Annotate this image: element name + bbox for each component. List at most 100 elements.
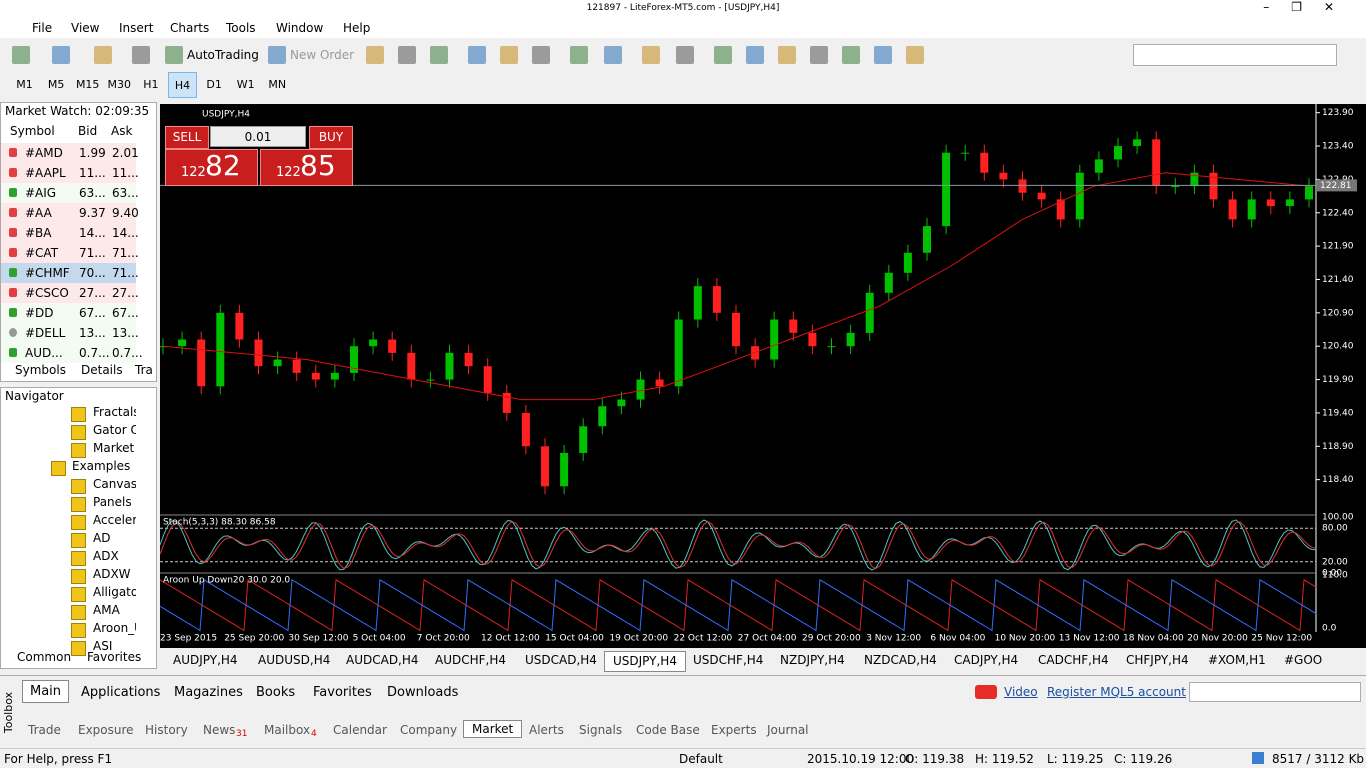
timeframe-button[interactable]: M30 bbox=[107, 78, 132, 91]
nav-item[interactable]: Alligator bbox=[93, 585, 136, 599]
timeframe-button[interactable]: M1 bbox=[16, 78, 33, 91]
search-box[interactable] bbox=[1133, 44, 1337, 66]
nav-item[interactable]: Examples bbox=[72, 459, 131, 473]
toolbar-icon[interactable] bbox=[778, 46, 796, 64]
toolbox-bottom-tab[interactable]: Experts bbox=[711, 723, 757, 737]
nav-item[interactable]: Market F bbox=[93, 441, 136, 455]
toolbar-icon[interactable] bbox=[746, 46, 764, 64]
nav-item[interactable]: ADXW bbox=[93, 567, 131, 581]
timeframe-button[interactable]: M5 bbox=[47, 78, 65, 91]
chart-tab[interactable]: USDCAD,H4 bbox=[525, 653, 597, 667]
register-link[interactable]: Register MQL5 account bbox=[1047, 685, 1186, 699]
toolbar-icon[interactable] bbox=[532, 46, 550, 64]
chart-tab[interactable]: AUDJPY,H4 bbox=[173, 653, 238, 667]
nav-item[interactable]: ADX bbox=[93, 549, 119, 563]
toolbar-icon[interactable] bbox=[874, 46, 892, 64]
timeframe-button[interactable]: W1 bbox=[236, 78, 255, 91]
chart-tab[interactable]: NZDJPY,H4 bbox=[780, 653, 845, 667]
toolbox-bottom-tab[interactable]: Journal bbox=[767, 723, 809, 737]
symbol[interactable]: #AA bbox=[25, 206, 52, 220]
symbol[interactable]: AUD... bbox=[25, 346, 63, 360]
lot-input[interactable]: 0.01 bbox=[210, 126, 306, 147]
chart-tab[interactable]: AUDUSD,H4 bbox=[258, 653, 331, 667]
menu-item[interactable]: Charts bbox=[170, 21, 210, 35]
symbol[interactable]: #AIG bbox=[25, 186, 57, 200]
autotrading-button[interactable]: AutoTrading bbox=[187, 48, 259, 62]
buy-price-box[interactable] bbox=[260, 149, 353, 186]
new-order-button[interactable]: New Order bbox=[290, 48, 355, 62]
menu-item[interactable]: File bbox=[32, 21, 53, 35]
toolbar-icon[interactable] bbox=[430, 46, 448, 64]
symbol[interactable]: #BA bbox=[25, 226, 52, 240]
toolbox-top-tab[interactable]: Magazines bbox=[174, 685, 243, 700]
timeframe-button[interactable]: H4 bbox=[168, 72, 197, 98]
toolbar-icon[interactable] bbox=[165, 46, 183, 64]
timeframe-button[interactable]: H1 bbox=[143, 78, 159, 91]
toolbar-icon[interactable] bbox=[500, 46, 518, 64]
toolbar-icon[interactable] bbox=[366, 46, 384, 64]
toolbox-top-tab[interactable]: Main bbox=[22, 680, 70, 703]
chart-tab[interactable]: #XOM,H1 bbox=[1208, 653, 1266, 667]
chart-tab[interactable]: CHFJPY,H4 bbox=[1126, 653, 1189, 667]
toolbar-icon[interactable] bbox=[468, 46, 486, 64]
toolbar-icon[interactable] bbox=[842, 46, 860, 64]
chart-tab[interactable]: AUDCAD,H4 bbox=[346, 653, 419, 667]
symbol[interactable]: #DELL bbox=[25, 326, 66, 340]
menu-item[interactable]: View bbox=[71, 21, 100, 35]
panel-tab[interactable]: Favorites bbox=[87, 650, 142, 664]
timeframe-button[interactable]: M15 bbox=[75, 78, 100, 91]
toolbox-top-tab[interactable]: Books bbox=[256, 685, 296, 700]
menu-item[interactable]: Window bbox=[276, 21, 324, 35]
toolbox-bottom-tab[interactable]: Calendar bbox=[333, 723, 387, 737]
nav-item[interactable]: Panels bbox=[93, 495, 132, 509]
chart-tab[interactable]: USDCHF,H4 bbox=[693, 653, 764, 667]
panel-tab[interactable]: Symbols bbox=[15, 363, 66, 377]
symbol[interactable]: #CSCO bbox=[25, 286, 69, 300]
toolbox-search[interactable] bbox=[1189, 682, 1361, 702]
toolbar-icon[interactable] bbox=[398, 46, 416, 64]
chart-tab[interactable]: CADJPY,H4 bbox=[954, 653, 1019, 667]
toolbar-icon[interactable] bbox=[12, 46, 30, 64]
toolbox-bottom-tab[interactable]: Signals bbox=[579, 723, 623, 737]
toolbox-bottom-tab[interactable]: Market bbox=[463, 720, 523, 738]
nav-item[interactable]: ASI bbox=[93, 639, 113, 653]
chart-tab[interactable]: AUDCHF,H4 bbox=[435, 653, 507, 667]
menu-item[interactable]: Insert bbox=[119, 21, 154, 35]
chart-tab[interactable]: CADCHF,H4 bbox=[1038, 653, 1109, 667]
toolbar-icon[interactable] bbox=[676, 46, 694, 64]
toolbar-icon[interactable] bbox=[604, 46, 622, 64]
menu-item[interactable]: Tools bbox=[226, 21, 256, 35]
menu-item[interactable]: Help bbox=[343, 21, 371, 35]
toolbox-bottom-tab[interactable]: Exposure bbox=[78, 723, 134, 737]
video-link[interactable]: Video bbox=[1004, 685, 1038, 699]
toolbox-bottom-tab[interactable]: Mailbox bbox=[264, 723, 311, 737]
symbol[interactable]: #AAPL bbox=[25, 166, 66, 180]
toolbox-top-tab[interactable]: Downloads bbox=[387, 685, 459, 700]
timeframe-button[interactable]: D1 bbox=[206, 78, 222, 91]
chart-tab[interactable]: USDJPY,H4 bbox=[604, 651, 686, 672]
symbol[interactable]: #DD bbox=[25, 306, 54, 320]
toolbox-bottom-tab[interactable]: Alerts bbox=[529, 723, 564, 737]
toolbox-bottom-tab[interactable]: News bbox=[203, 723, 236, 737]
toolbar-icon[interactable] bbox=[52, 46, 70, 64]
panel-tab[interactable]: Common bbox=[17, 650, 72, 664]
nav-item[interactable]: Accelera bbox=[93, 513, 136, 527]
toolbox-top-tab[interactable]: Applications bbox=[81, 685, 161, 700]
nav-item[interactable]: Gator Os bbox=[93, 423, 136, 437]
buy-button[interactable]: BUY bbox=[309, 126, 353, 149]
toolbar-icon[interactable] bbox=[642, 46, 660, 64]
window-controls[interactable]: –❐✕ bbox=[1263, 0, 1356, 14]
panel-tab[interactable]: Tra bbox=[135, 363, 153, 377]
toolbox-bottom-tab[interactable]: Company bbox=[400, 723, 458, 737]
symbol[interactable]: #CHMF bbox=[25, 266, 70, 280]
nav-item[interactable]: Aroon_U bbox=[93, 621, 136, 635]
symbol[interactable]: #AMD bbox=[25, 146, 63, 160]
nav-item[interactable]: Canvas bbox=[93, 477, 136, 491]
sell-price-box[interactable] bbox=[165, 149, 258, 186]
symbol[interactable]: #CAT bbox=[25, 246, 59, 260]
chart-tab[interactable]: #GOO bbox=[1284, 653, 1323, 667]
toolbar-icon[interactable] bbox=[810, 46, 828, 64]
sell-button[interactable]: SELL bbox=[165, 126, 209, 149]
toolbar-icon[interactable] bbox=[906, 46, 924, 64]
toolbox-bottom-tab[interactable]: History bbox=[145, 723, 188, 737]
